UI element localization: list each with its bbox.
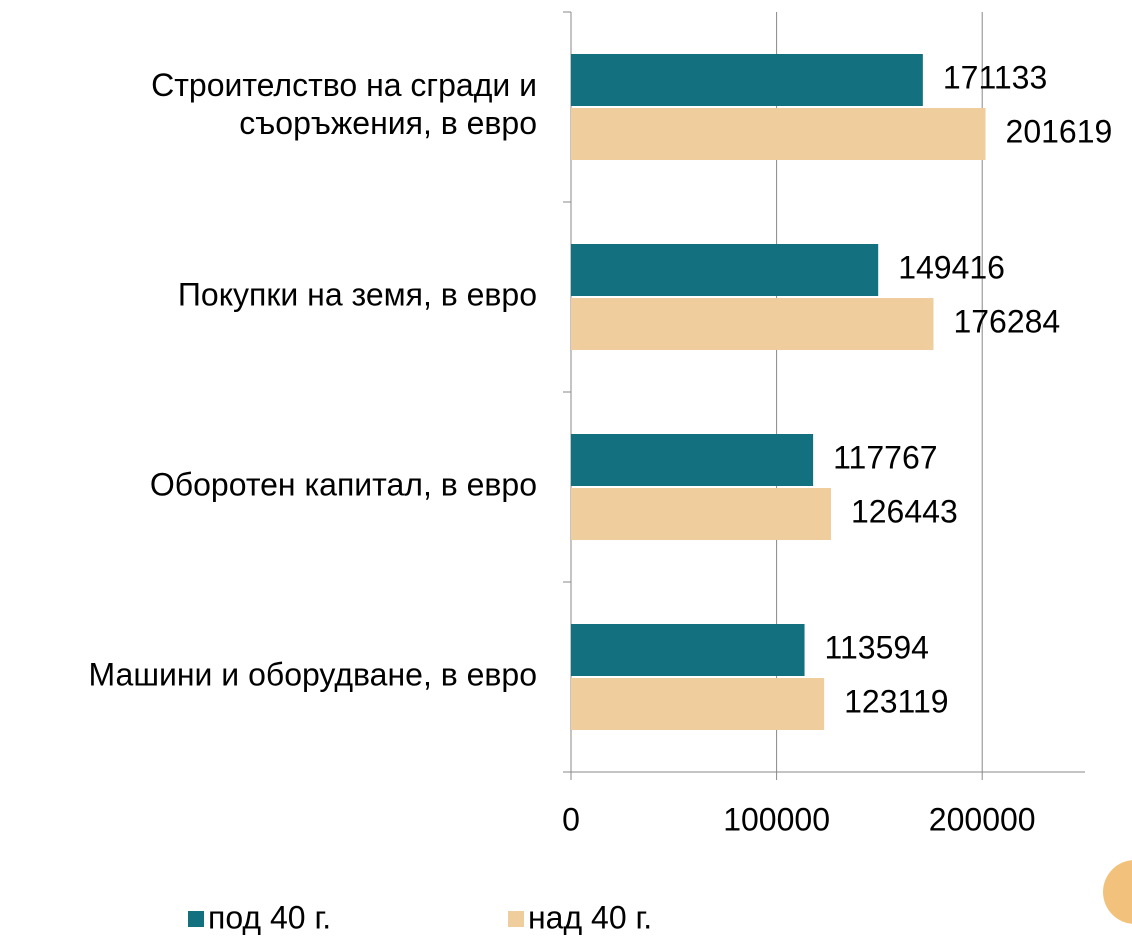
legend-label: под 40 г. [208, 899, 331, 935]
bar [571, 434, 814, 486]
data-label: 126443 [851, 493, 958, 529]
data-label: 113594 [825, 629, 929, 665]
bar [571, 678, 825, 730]
data-label: 171133 [943, 59, 1047, 95]
x-tick-label: 200000 [929, 801, 1036, 837]
decoration [1103, 860, 1132, 924]
bar [571, 244, 879, 296]
y-tick-label: Машини и оборудване, в евро [89, 656, 538, 692]
data-label: 123119 [844, 683, 948, 719]
x-tick-label: 100000 [723, 801, 830, 837]
legend-swatch [188, 911, 204, 927]
legend-swatch [508, 911, 524, 927]
bar [571, 488, 831, 540]
bar [571, 624, 805, 676]
y-tick-label: Строителство на сгради и съоръжения, в ев… [151, 67, 537, 141]
bar [571, 298, 934, 350]
x-tick-label: 0 [562, 801, 580, 837]
data-label: 201619 [1006, 113, 1113, 149]
y-tick-label: Оборотен капитал, в евро [150, 466, 537, 502]
legend-label: над 40 г. [528, 899, 652, 935]
data-label: 149416 [898, 249, 1005, 285]
data-label: 176284 [953, 303, 1060, 339]
y-tick-label: Покупки на земя, в евро [178, 276, 537, 312]
data-label: 117767 [833, 439, 937, 475]
bar [571, 54, 923, 106]
bar [571, 108, 986, 160]
